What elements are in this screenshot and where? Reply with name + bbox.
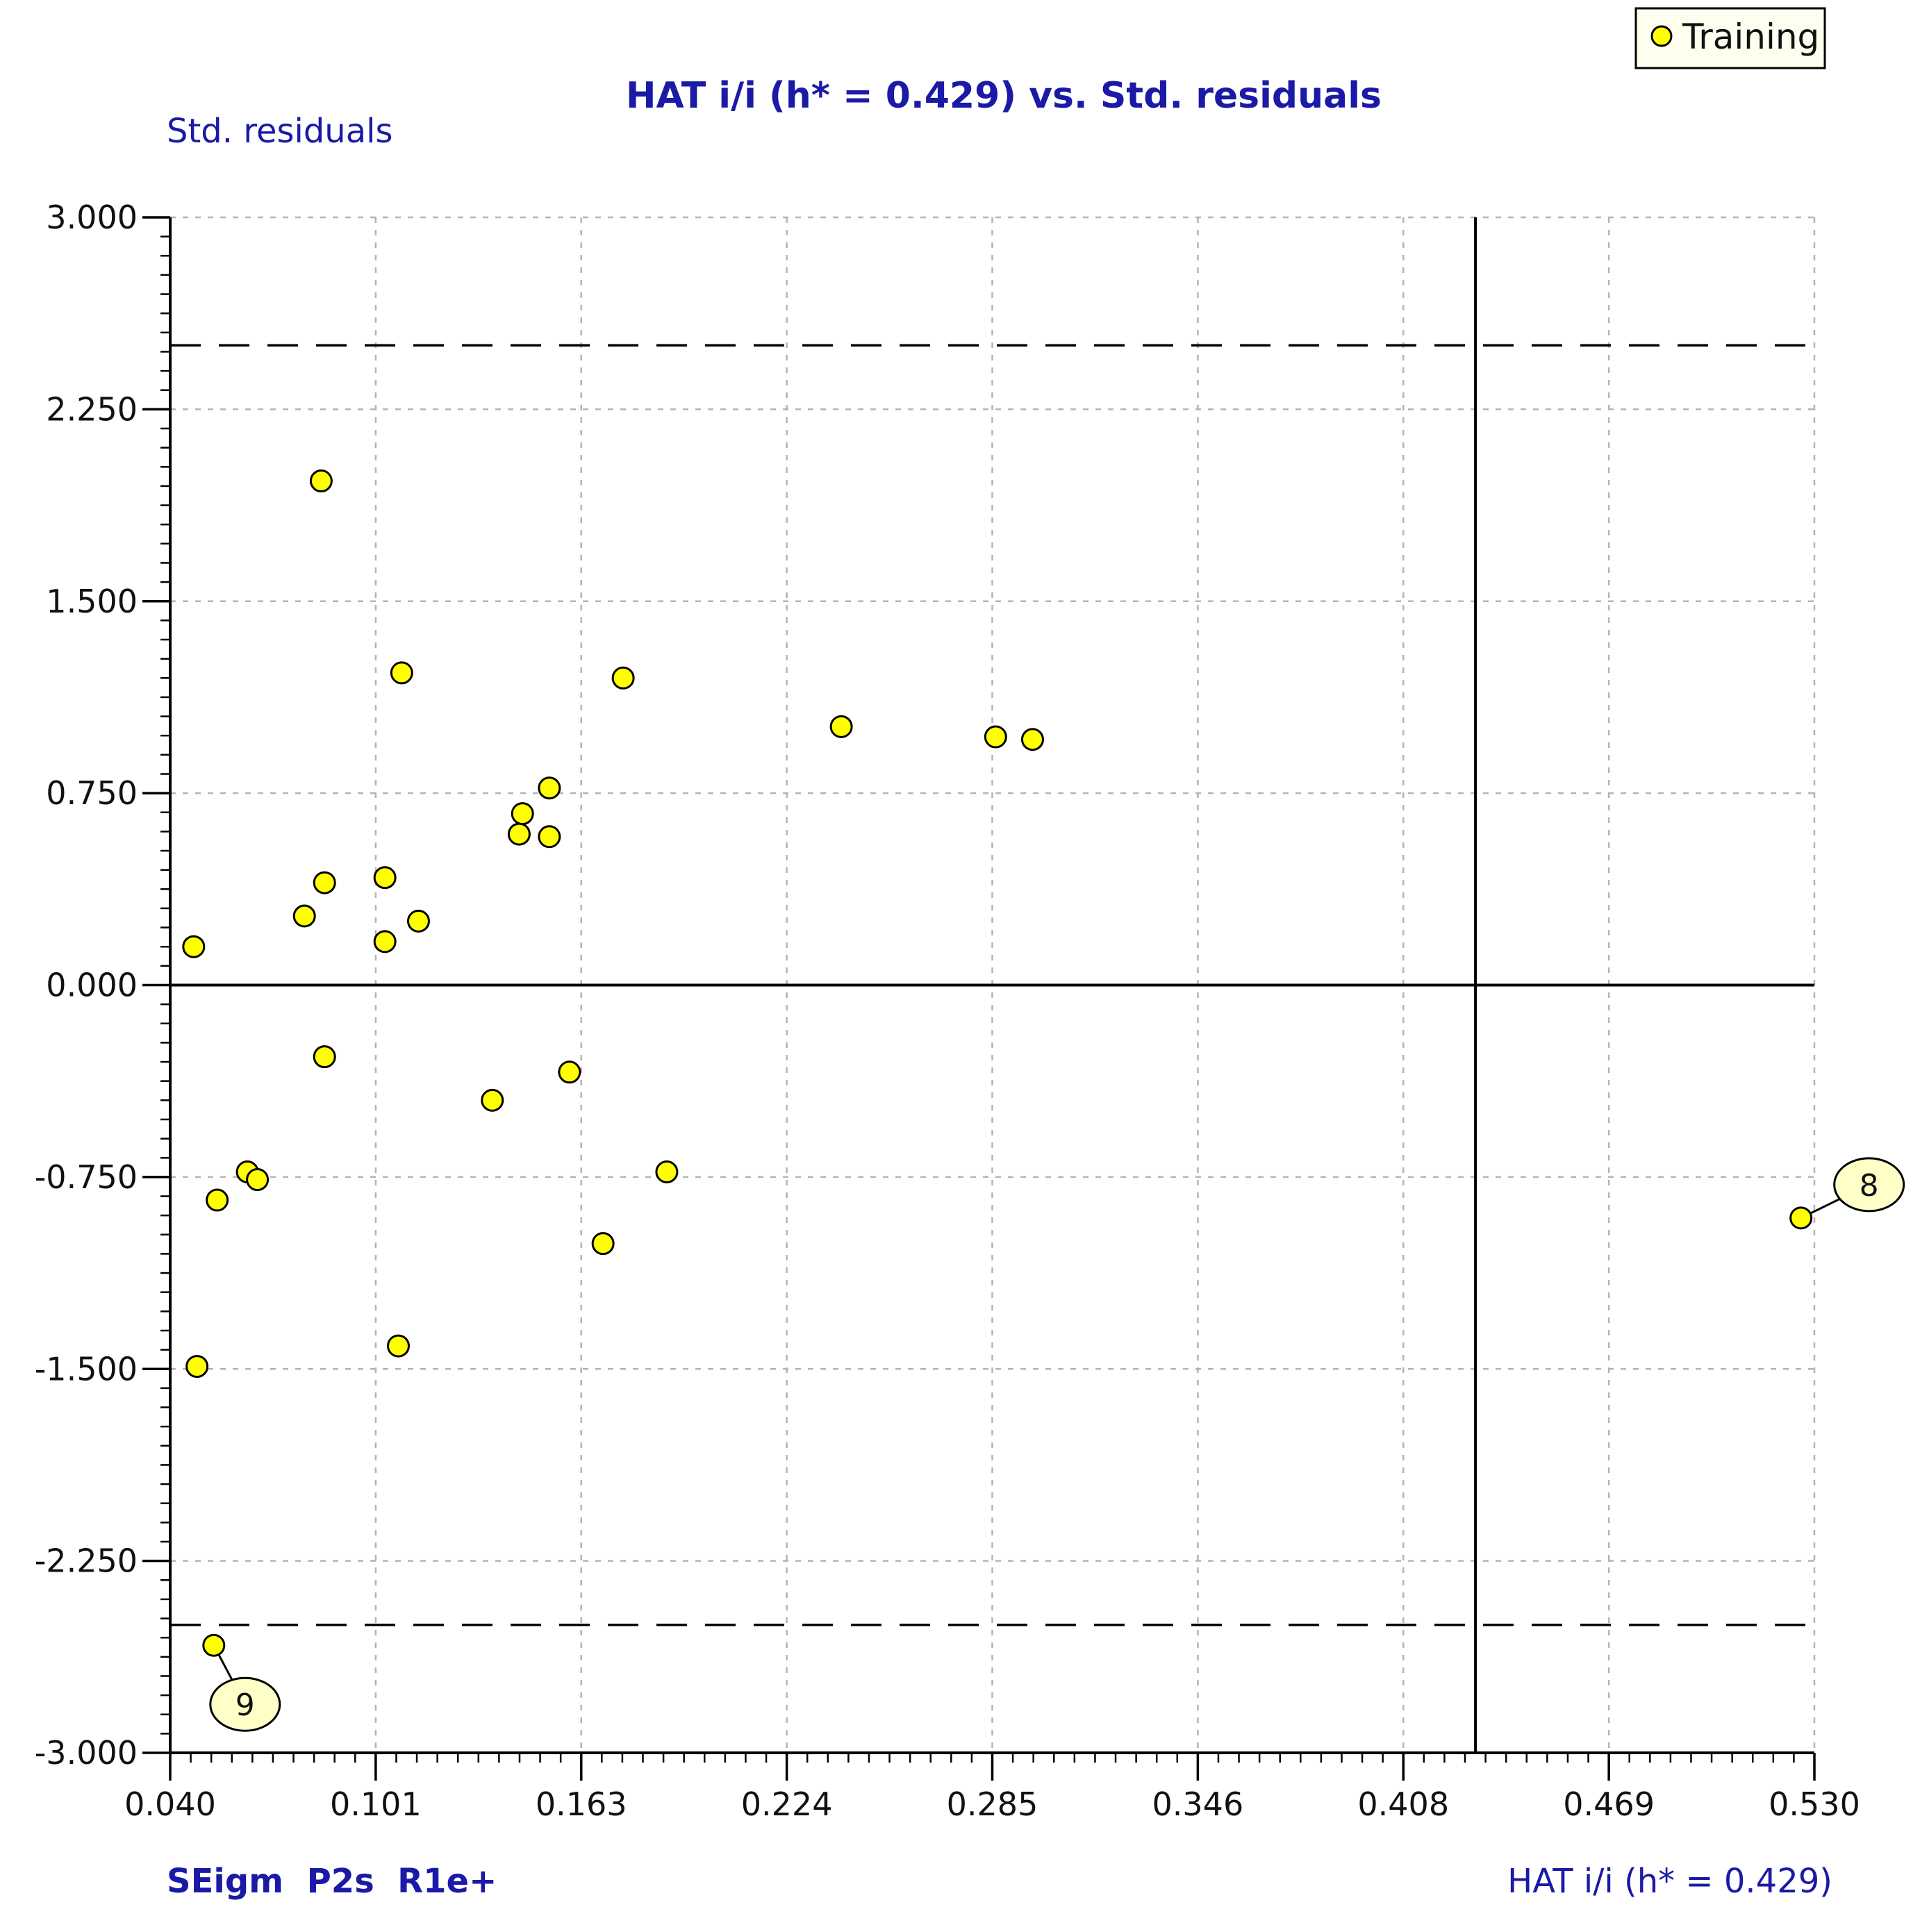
y-tick-label: 0.000 [46, 967, 138, 1004]
x-tick-label: 0.469 [1563, 1785, 1655, 1823]
data-point [292, 904, 316, 928]
data-point [313, 871, 336, 894]
data-point [1020, 728, 1044, 751]
x-tick-label: 0.040 [124, 1785, 216, 1823]
model-label: SEigm P2s R1e+ [167, 1862, 497, 1901]
legend-marker [1650, 25, 1673, 47]
data-point [591, 1232, 615, 1256]
x-tick-label: 0.346 [1152, 1785, 1244, 1823]
legend: Training [1634, 7, 1826, 69]
data-point [984, 725, 1007, 749]
x-tick-label: 0.285 [947, 1785, 1038, 1823]
y-axis-label: Std. residuals [167, 112, 392, 151]
data-point [313, 1045, 336, 1069]
data-point-9 [202, 1633, 226, 1657]
point-callouts: 98 [209, 1157, 1905, 1732]
y-tick-label: 2.250 [46, 390, 138, 428]
y-tick-label: 1.500 [46, 583, 138, 620]
y-tick-label: 0.750 [46, 774, 138, 812]
y-tick-label: -0.750 [35, 1158, 138, 1196]
data-point [538, 825, 561, 849]
callout-bubble-8 [1833, 1157, 1905, 1213]
data-point [373, 866, 397, 890]
tick-labels: 3.000 2.250 1.500 0.750 0.000 -0.750 -1.500 -2.… [35, 199, 1860, 1823]
data-point [538, 776, 561, 800]
callout-bubble-9 [209, 1676, 281, 1732]
data-point [185, 1355, 209, 1379]
data-point-8 [1789, 1206, 1813, 1230]
data-point [309, 469, 333, 493]
y-tick-label: -1.500 [35, 1350, 138, 1388]
x-tick-label: 0.224 [741, 1785, 833, 1823]
data-point [373, 930, 397, 953]
data-point [182, 935, 206, 958]
x-axis-label: HAT i/i (h* = 0.429) [1507, 1862, 1832, 1901]
x-tick-label: 0.530 [1769, 1785, 1860, 1823]
data-point [558, 1060, 581, 1084]
data-point [481, 1088, 504, 1112]
data-point [829, 715, 853, 738]
callout-label-9: 9 [235, 1688, 255, 1723]
data-point [246, 1168, 270, 1192]
data-point [507, 822, 531, 846]
data-point [386, 1334, 410, 1358]
data-point [406, 909, 430, 933]
callout-label-8: 8 [1860, 1168, 1879, 1204]
data-point [206, 1188, 229, 1212]
data-point [390, 661, 413, 685]
x-tick-label: 0.101 [330, 1785, 422, 1823]
legend-entry-training: Training [1682, 17, 1819, 57]
y-tick-label: -2.250 [35, 1542, 138, 1580]
y-tick-label: -3.000 [35, 1734, 138, 1772]
data-points [182, 469, 1813, 1657]
x-tick-label: 0.163 [536, 1785, 627, 1823]
reference-lines [170, 217, 1814, 1753]
axes [142, 216, 1816, 1781]
y-tick-label: 3.000 [46, 199, 138, 236]
data-point [655, 1160, 679, 1184]
chart-title: HAT i/i (h* = 0.429) vs. Std. residuals [626, 75, 1382, 117]
data-point [511, 802, 534, 826]
x-tick-label: 0.408 [1357, 1785, 1449, 1823]
data-point [611, 666, 635, 690]
